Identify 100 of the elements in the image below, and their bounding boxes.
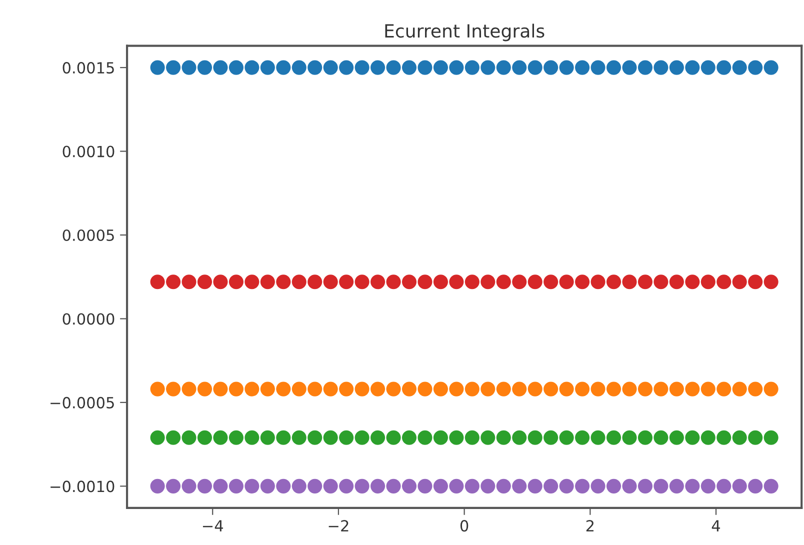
point (213, 430, 228, 445)
y-tick-label: 0.0015 (62, 62, 114, 74)
point (528, 60, 542, 75)
point (386, 60, 401, 75)
point (228, 274, 244, 290)
point (339, 60, 354, 75)
point (228, 60, 244, 75)
y-tick-label: 0.0000 (62, 313, 114, 325)
point (764, 382, 778, 396)
point (292, 274, 306, 290)
point (449, 478, 464, 494)
point (182, 274, 196, 290)
point (244, 60, 260, 75)
point (292, 430, 306, 445)
point (197, 60, 212, 75)
point (433, 274, 448, 290)
point (480, 382, 496, 396)
point (276, 274, 291, 290)
point (464, 478, 480, 494)
point (606, 274, 622, 290)
point (354, 382, 370, 396)
point (748, 382, 763, 396)
point (244, 382, 260, 396)
point (496, 430, 511, 445)
point (480, 430, 496, 445)
point (354, 478, 370, 494)
chart-title: Ecurrent Integrals (385, 24, 544, 42)
point (354, 60, 370, 75)
point (166, 382, 181, 396)
point (590, 478, 606, 494)
point (323, 382, 338, 396)
point (433, 60, 448, 75)
point (228, 430, 244, 445)
point (590, 430, 606, 445)
y-tick-label: −0.0005 (50, 396, 114, 408)
point (512, 60, 527, 75)
point (700, 382, 716, 396)
point (622, 478, 637, 494)
point (606, 478, 622, 494)
point (260, 478, 275, 494)
point (622, 274, 637, 290)
point (559, 60, 574, 75)
x-tick-label: 4 (712, 520, 720, 532)
point (197, 382, 212, 396)
point (590, 382, 606, 396)
point (150, 430, 165, 445)
point (449, 430, 464, 445)
point (575, 60, 590, 75)
point (166, 274, 181, 290)
point (244, 430, 260, 445)
point (292, 382, 306, 396)
point (308, 60, 322, 75)
point (496, 382, 511, 396)
point (654, 430, 668, 445)
point (700, 60, 716, 75)
point (418, 60, 432, 75)
point (638, 382, 653, 396)
point (370, 382, 386, 396)
point (418, 382, 432, 396)
x-tick-label: −4 (202, 520, 224, 532)
point (544, 430, 558, 445)
point (512, 430, 527, 445)
point (418, 430, 432, 445)
point (386, 274, 401, 290)
point (669, 478, 684, 494)
point (512, 274, 527, 290)
point (732, 478, 747, 494)
point (418, 478, 432, 494)
point (197, 430, 212, 445)
point (480, 478, 496, 494)
point (480, 60, 496, 75)
point (685, 478, 700, 494)
point (654, 478, 668, 494)
point (685, 274, 700, 290)
point (575, 430, 590, 445)
point (512, 382, 527, 396)
point (370, 478, 386, 494)
point (700, 430, 716, 445)
point (559, 430, 574, 445)
point (512, 478, 527, 494)
point (433, 478, 448, 494)
point (654, 382, 668, 396)
point (464, 430, 480, 445)
point (260, 274, 275, 290)
point (528, 382, 542, 396)
point (716, 478, 732, 494)
point (528, 478, 542, 494)
point (449, 60, 464, 75)
point (716, 382, 732, 396)
point (685, 430, 700, 445)
point (228, 478, 244, 494)
point (213, 478, 228, 494)
point (308, 274, 322, 290)
point (150, 382, 165, 396)
point (260, 430, 275, 445)
point (260, 60, 275, 75)
point (764, 478, 778, 494)
point (638, 60, 653, 75)
point (764, 274, 778, 290)
point (764, 430, 778, 445)
